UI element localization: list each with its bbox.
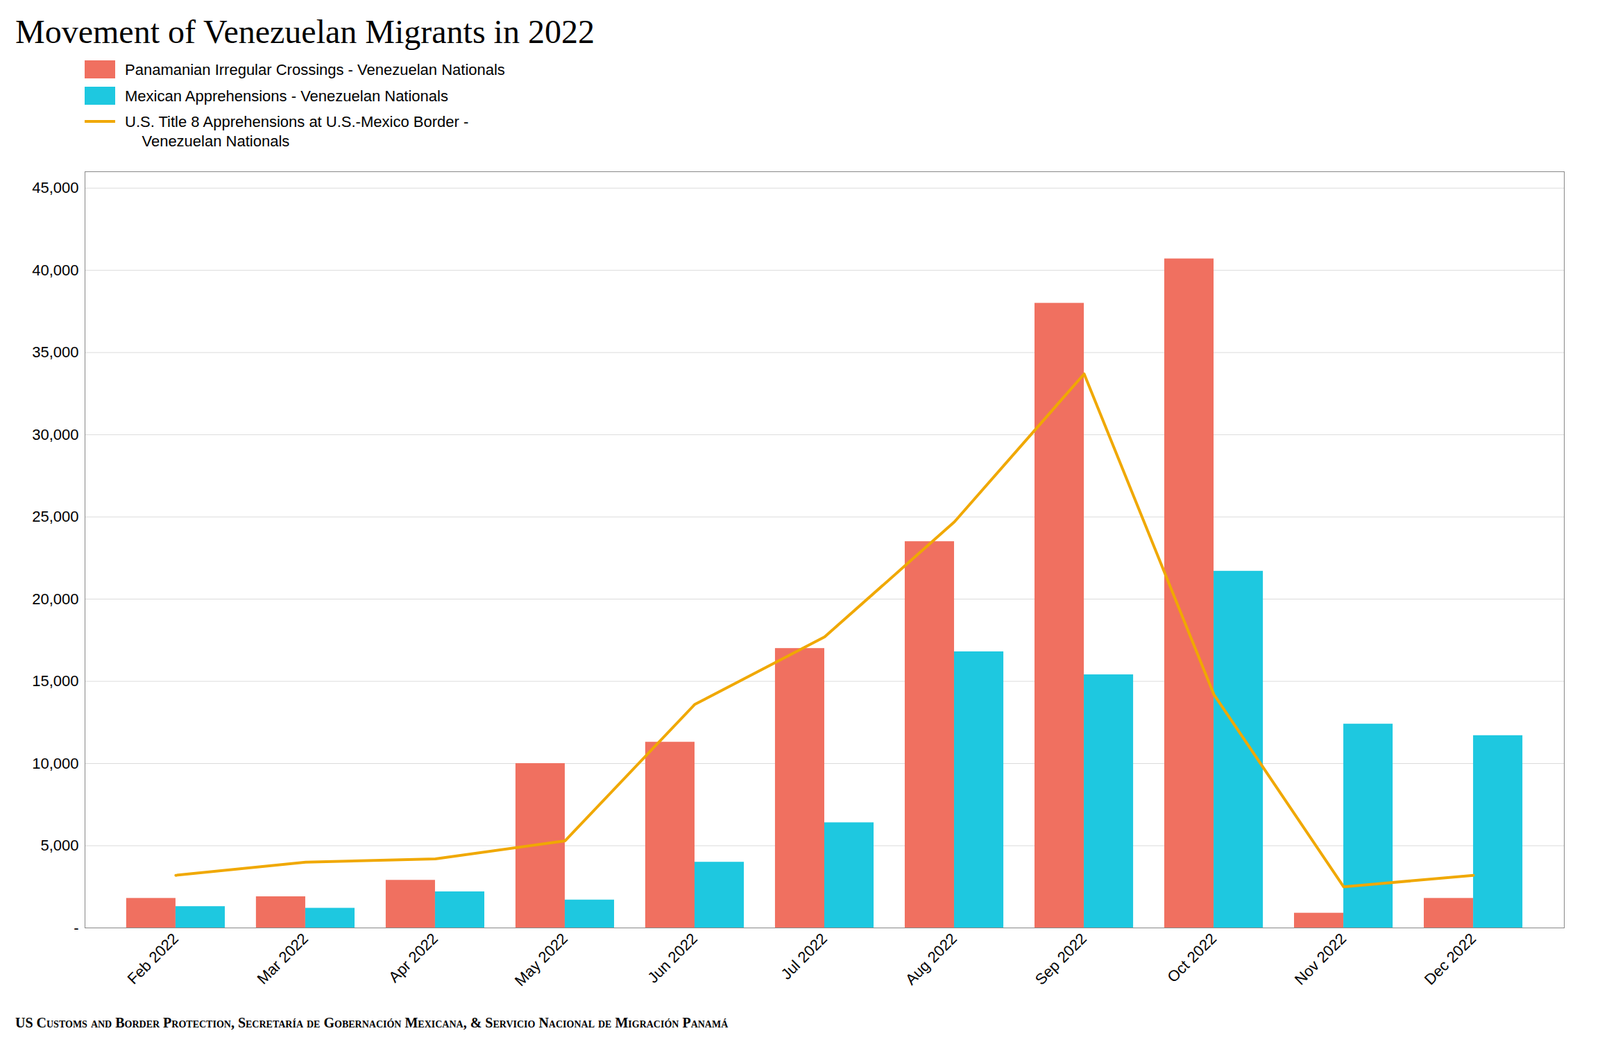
svg-text:35,000: 35,000 [31, 343, 79, 361]
svg-text:30,000: 30,000 [31, 426, 79, 444]
html-text:US Customs and Border Protecti: US Customs and Border Protection, Secret… [15, 1015, 729, 1031]
html-text:Movement of Venezuelan Migrant: Movement of Venezuelan Migrants in 2022 [15, 13, 595, 50]
svg-text:Jun 2022: Jun 2022 [643, 929, 701, 987]
svg-text:15,000: 15,000 [31, 672, 79, 690]
svg-text:Mar 2022: Mar 2022 [253, 929, 312, 988]
html-text:Mexican Apprehensions - Venezu: Mexican Apprehensions - Venezuelan Natio… [124, 87, 449, 105]
svg-text:Dec 2022: Dec 2022 [1420, 929, 1480, 989]
svg-text:40,000: 40,000 [31, 261, 79, 279]
svg-text:25,000: 25,000 [31, 507, 79, 526]
svg-text:Jul 2022: Jul 2022 [777, 929, 832, 984]
svg-text:Nov 2022: Nov 2022 [1291, 929, 1350, 989]
html-text:Panamanian Irregular Crossings: Panamanian Irregular Crossings - Venezue… [124, 61, 506, 79]
svg-text:-: - [73, 919, 79, 937]
svg-text:Sep 2022: Sep 2022 [1031, 929, 1091, 989]
svg-text:Oct 2022: Oct 2022 [1163, 929, 1220, 986]
svg-text:Apr 2022: Apr 2022 [385, 929, 442, 986]
svg-text:Aug 2022: Aug 2022 [901, 929, 961, 989]
svg-text:45,000: 45,000 [31, 179, 79, 197]
svg-text:May 2022: May 2022 [511, 929, 572, 990]
svg-text:10,000: 10,000 [31, 754, 79, 773]
svg-text:Feb 2022: Feb 2022 [124, 929, 182, 988]
html-text:U.S. Title 8 Apprehensions at: U.S. Title 8 Apprehensions at U.S.-Mexic… [124, 113, 469, 150]
svg-text:20,000: 20,000 [31, 590, 79, 608]
svg-text:5,000: 5,000 [40, 836, 79, 855]
